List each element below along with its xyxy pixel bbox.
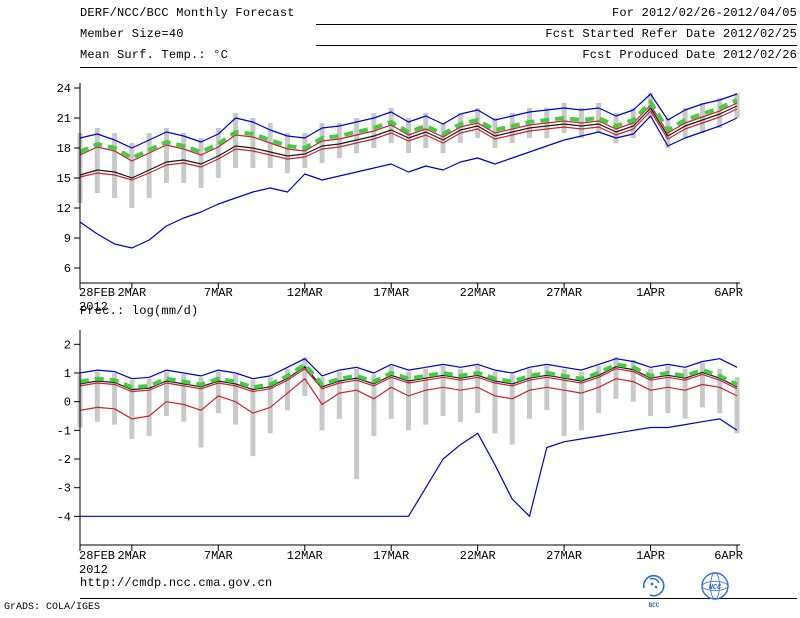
source-url: http://cmdp.ncc.cma.gov.cn (80, 576, 273, 590)
header-divider-3 (80, 67, 797, 68)
series-upper-red (79, 368, 738, 393)
forecast-range-label: For 2012/02/26-2012/04/05 (611, 6, 797, 20)
x-tick-label: 1APR (636, 549, 665, 563)
x-tick-label: 22MAR (460, 549, 496, 563)
y-tick-label: 18 (57, 142, 71, 156)
series-control-black (79, 105, 738, 179)
temperature-spread-bars (77, 93, 740, 208)
x-sub-label: 2012 (79, 300, 108, 314)
ncc-logo: NCC (701, 572, 729, 600)
bcc-logo: BCC (642, 574, 665, 609)
x-tick-label: 7MAR (204, 549, 233, 563)
x-tick-label: 6APR (714, 286, 743, 300)
x-tick-label: 27MAR (546, 286, 582, 300)
x-tick-label: 28FEB (79, 549, 115, 563)
series-ensemble-mean (79, 362, 738, 390)
footer-divider (80, 598, 797, 599)
series-lower-red (79, 108, 738, 181)
y-tick-label: 24 (57, 82, 71, 96)
temp-panel-title: Mean Surf. Temp.: °C (80, 48, 229, 62)
y-tick-label: 9 (64, 232, 71, 246)
bcc-dot-icon (650, 582, 654, 586)
x-tick-label: 27MAR (546, 549, 582, 563)
x-tick-label: 2MAR (117, 549, 146, 563)
y-tick-label: 12 (57, 202, 71, 216)
y-tick-label: -4 (57, 510, 71, 524)
x-tick-label: 7MAR (204, 286, 233, 300)
y-tick-label: 21 (57, 112, 71, 126)
x-tick-label: 17MAR (373, 286, 409, 300)
x-tick-label: 17MAR (373, 549, 409, 563)
bcc-logo-label: BCC (649, 602, 660, 609)
ncc-logo-label: NCC (709, 584, 722, 592)
precipitation-spread-bars (77, 357, 740, 480)
member-size-label: Member Size=40 (80, 27, 184, 41)
grads-credit: GrADS: COLA/IGES (4, 602, 101, 613)
series-ensemble-mean (79, 98, 738, 160)
logos: BCC NCC (642, 572, 729, 609)
x-sub-label: 2012 (79, 563, 108, 577)
x-tick-label: 22MAR (460, 286, 496, 300)
x-tick-label: 6APR (714, 549, 743, 563)
precip-panel-title: Prec.: log(mm/d) (80, 304, 199, 318)
fcst-refer-date-label: Fcst Started Refer Date 2012/02/25 (545, 27, 797, 41)
y-tick-label: 15 (57, 172, 71, 186)
series-control-black (79, 366, 738, 391)
x-tick-label: 28FEB (79, 286, 115, 300)
series-ensemble-min (80, 418, 738, 517)
series-upper-red (79, 102, 738, 162)
series-lower-red (79, 378, 738, 420)
x-tick-label: 12MAR (287, 286, 323, 300)
x-tick-label: 12MAR (287, 549, 323, 563)
y-tick-label: -1 (57, 424, 71, 438)
forecast-title: DERF/NCC/BCC Monthly Forecast (80, 6, 295, 20)
series-ensemble-max (79, 93, 738, 149)
series-ensemble-max (79, 358, 738, 380)
y-tick-label: -3 (57, 482, 71, 496)
y-tick-label: 0 (64, 396, 71, 410)
series-ensemble-min (79, 115, 738, 249)
x-tick-label: 2MAR (117, 286, 146, 300)
x-tick-label: 1APR (636, 286, 665, 300)
header-divider-1 (316, 24, 797, 25)
fcst-produced-date-label: Fcst Produced Date 2012/02/26 (582, 48, 797, 62)
y-tick-label: 1 (64, 367, 71, 381)
header-divider-2 (316, 45, 797, 46)
y-tick-label: -2 (57, 453, 71, 467)
bcc-dot-icon (654, 585, 658, 589)
y-tick-label: 2 (64, 338, 71, 352)
y-tick-label: 6 (64, 262, 71, 276)
